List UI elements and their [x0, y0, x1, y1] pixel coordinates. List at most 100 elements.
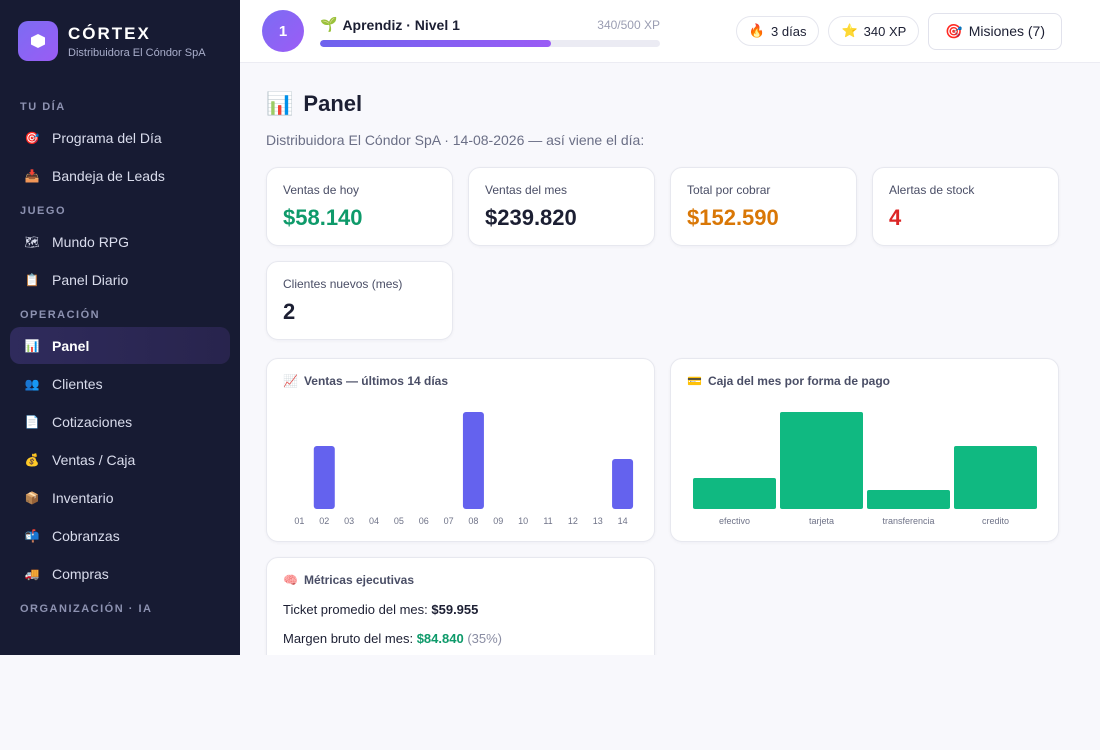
kpi-label: Clientes nuevos (mes)	[283, 277, 403, 291]
panel-title: 📈 Ventas — últimos 14 días	[283, 373, 638, 389]
nav-section-tu-dia: TU DÍA	[20, 101, 66, 113]
truck-icon: 🚚	[24, 566, 40, 581]
chart-tick-label: efectivo	[719, 516, 750, 526]
map-icon: 🗺	[24, 234, 40, 249]
kpi-clientes-nuevos: Clientes nuevos (mes) 2	[266, 261, 453, 340]
chart-tick-label: 14	[618, 516, 628, 526]
chart-tick-label: tarjeta	[809, 516, 834, 526]
streak-pill[interactable]: 🔥 3 días	[735, 16, 820, 46]
chart-bar	[462, 412, 484, 509]
xp-progress-fill	[320, 39, 552, 47]
panel-title-text: Caja del mes por forma de pago	[707, 374, 890, 388]
payment-bar-chart: efectivo tarjeta transferencia credito	[693, 412, 1037, 526]
seedling-icon: 🌱	[320, 16, 338, 32]
chart-bar	[313, 446, 335, 509]
panels-grid: 📈 Ventas — últimos 14 días 01 02 03 04 05 06 0…	[266, 358, 1059, 655]
hexagon-logo-icon	[18, 21, 58, 61]
panel-title: 💳 Caja del mes por forma de pago	[687, 373, 1042, 389]
sidebar-item-label: Inventario	[52, 489, 114, 506]
xp-progress-bar	[320, 39, 660, 47]
chart-tick-label: 06	[419, 516, 429, 526]
xp-progress-block: 🌱 Aprendiz · Nivel 1 340/500 XP	[320, 16, 660, 47]
xp-count: 340/500 XP	[597, 17, 660, 32]
kpi-label: Total por cobrar	[687, 183, 771, 197]
chart-tick-label: 08	[468, 516, 478, 526]
panel-title-text: Métricas ejecutivas	[303, 573, 415, 587]
chart-tick-label: 11	[543, 516, 552, 526]
margin-label: Margen bruto del mes:	[283, 631, 414, 646]
kpi-alertas-stock: Alertas de stock 4	[872, 167, 1059, 246]
margin-metric: Margen bruto del mes: $84.840 (35%)	[283, 631, 638, 646]
sidebar-item-label: Ventas / Caja	[52, 451, 136, 468]
chart-tick-label: 12	[568, 516, 578, 526]
credit-card-icon: 💳	[687, 374, 702, 388]
chart-tick-label: 05	[394, 516, 404, 526]
sidebar-item-label: Panel	[52, 337, 90, 354]
panel-title-text: Ventas — últimos 14 días	[303, 374, 449, 388]
sidebar-item-label: Bandeja de Leads	[52, 167, 165, 184]
brand-name: CÓRTEX	[68, 23, 151, 43]
sidebar-item-inventario[interactable]: 📦 Inventario	[10, 479, 230, 516]
kpi-grid: Ventas de hoy $58.140 Ventas del mes $23…	[266, 167, 1059, 340]
streak-text: 3 días	[771, 23, 807, 39]
missions-label: Misiones (7)	[968, 23, 1045, 39]
document-icon: 📄	[24, 414, 40, 429]
nav-section-operacion: OPERACIÓN	[20, 309, 101, 321]
sidebar-item-programa-del-dia[interactable]: 🎯 Programa del Día	[10, 119, 230, 156]
brand: CÓRTEX Distribuidora El Cóndor SpA	[10, 18, 230, 62]
chart-tick-label: 10	[518, 516, 528, 526]
sidebar-item-compras[interactable]: 🚚 Compras	[10, 555, 230, 592]
mailbox-icon: 📬	[24, 528, 40, 543]
brain-icon: 🧠	[283, 573, 298, 587]
sidebar-item-clientes[interactable]: 👥 Clientes	[10, 365, 230, 402]
target-icon: 🎯	[24, 130, 40, 145]
sidebar: CÓRTEX Distribuidora El Cóndor SpA TU DÍ…	[0, 0, 240, 655]
chart-bar	[612, 459, 634, 509]
chart-tick-label: 03	[344, 516, 354, 526]
sidebar-item-panel[interactable]: 📊 Panel	[10, 327, 230, 364]
kpi-value: $152.590	[687, 205, 779, 230]
level-title: 🌱 Aprendiz · Nivel 1	[320, 16, 460, 33]
sidebar-item-mundo-rpg[interactable]: 🗺 Mundo RPG	[10, 223, 230, 260]
sales-chart-panel: 📈 Ventas — últimos 14 días 01 02 03 04 05 06 0…	[266, 358, 655, 542]
line-chart-icon: 📈	[283, 374, 298, 388]
sidebar-item-label: Clientes	[52, 375, 103, 392]
main-area: 1 🌱 Aprendiz · Nivel 1 340/500 XP 🔥 3 dí…	[240, 0, 1100, 655]
chart-bar	[693, 478, 776, 509]
sidebar-item-label: Cotizaciones	[52, 413, 133, 430]
ticket-metric: Ticket promedio del mes: $59.955	[283, 602, 638, 617]
star-icon: ⭐	[841, 23, 858, 38]
missions-button[interactable]: 🎯 Misiones (7)	[928, 12, 1062, 50]
topbar-actions: 🔥 3 días ⭐ 340 XP 🎯 Misiones (7)	[735, 12, 1062, 50]
users-icon: 👥	[24, 376, 40, 391]
money-bag-icon: 💰	[24, 452, 40, 467]
sidebar-item-label: Mundo RPG	[52, 233, 130, 250]
sidebar-item-label: Compras	[52, 565, 109, 582]
nav-section-juego: JUEGO	[20, 205, 67, 217]
nav-section-organizacion-ia: ORGANIZACIÓN · IA	[20, 603, 153, 615]
sidebar-item-cobranzas[interactable]: 📬 Cobranzas	[10, 517, 230, 554]
level-badge[interactable]: 1	[262, 10, 304, 52]
sidebar-item-bandeja-de-leads[interactable]: 📥 Bandeja de Leads	[10, 157, 230, 194]
chart-tick-label: 09	[493, 516, 503, 526]
kpi-label: Ventas de hoy	[283, 183, 360, 197]
sidebar-item-panel-diario[interactable]: 📋 Panel Diario	[10, 261, 230, 298]
kpi-value: $58.140	[283, 205, 363, 230]
sidebar-item-label: Cobranzas	[52, 527, 120, 544]
executive-metrics-panel: 🧠 Métricas ejecutivas Ticket promedio de…	[266, 557, 655, 655]
kpi-label: Ventas del mes	[485, 183, 568, 197]
chart-bar	[780, 412, 863, 509]
kpi-value: 2	[283, 299, 296, 324]
xp-pill[interactable]: ⭐ 340 XP	[828, 16, 920, 46]
sidebar-item-ventas-caja[interactable]: 💰 Ventas / Caja	[10, 441, 230, 478]
level-title-text: Aprendiz · Nivel 1	[342, 16, 460, 33]
sidebar-item-cotizaciones[interactable]: 📄 Cotizaciones	[10, 403, 230, 440]
inbox-icon: 📥	[24, 168, 40, 183]
target-icon: 🎯	[945, 22, 963, 39]
kpi-ventas-hoy: Ventas de hoy $58.140	[266, 167, 453, 246]
chart-tick-label: 02	[319, 516, 329, 526]
bar-chart-icon: 📊	[24, 338, 40, 353]
chart-tick-label: credito	[982, 516, 1009, 526]
margin-value: $84.840	[416, 631, 464, 646]
cash-chart-panel: 💳 Caja del mes por forma de pago efectiv…	[670, 358, 1059, 542]
